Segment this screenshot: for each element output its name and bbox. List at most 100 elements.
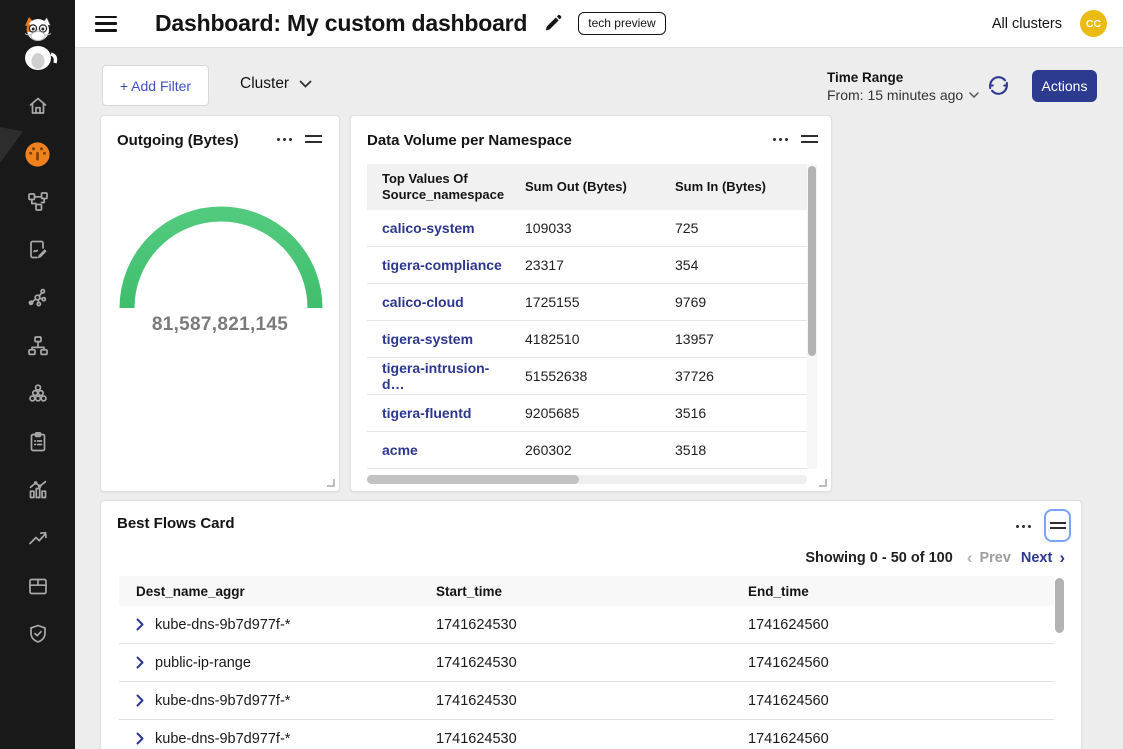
time-range-label: Time Range (827, 70, 979, 85)
end-time-value: 1741624560 (748, 682, 1054, 719)
sidebar-item-statistics[interactable] (0, 466, 75, 514)
resize-handle[interactable] (327, 479, 335, 487)
table-row: kube-dns-9b7d977f-* 1741624530 174162456… (119, 682, 1054, 720)
namespace-link[interactable]: acme (382, 442, 418, 458)
sidebar-item-dashboards[interactable] (0, 130, 75, 178)
sum-out-value: 9205685 (510, 395, 660, 431)
drag-handle-icon[interactable] (801, 135, 818, 143)
sidebar-item-reports[interactable] (0, 226, 75, 274)
outgoing-bytes-card: Outgoing (Bytes) 81,587,821,145 (100, 115, 340, 492)
sum-in-value: 3516 (660, 395, 807, 431)
sidebar-item-compliance[interactable] (0, 418, 75, 466)
vertical-scrollbar[interactable] (807, 164, 817, 469)
table-row: kube-dns-9b7d977f-* 1741624530 174162456… (119, 720, 1054, 749)
column-header: End_time (748, 576, 1054, 606)
end-time-value: 1741624560 (748, 720, 1054, 749)
sidebar (0, 0, 75, 749)
cluster-scope-selector[interactable]: All clusters (992, 16, 1062, 32)
dest-name-value: kube-dns-9b7d977f-* (155, 617, 290, 633)
namespace-link[interactable]: calico-system (382, 220, 475, 236)
table-header-row: Top Values Of Source_namespace Sum Out (… (367, 164, 807, 210)
namespace-link[interactable]: tigera-fluentd (382, 405, 471, 421)
vertical-scrollbar-thumb[interactable] (1055, 578, 1064, 633)
prev-page-button[interactable]: ‹ Prev (967, 549, 1011, 566)
column-header: Dest_name_aggr (119, 576, 436, 606)
data-volume-card: Data Volume per Namespace Top Values Of … (350, 115, 832, 492)
vertical-scrollbar[interactable] (1055, 578, 1064, 748)
namespace-link[interactable]: tigera-intrusion-d… (382, 360, 510, 392)
gauge-arc (113, 198, 329, 310)
start-time-value: 1741624530 (436, 644, 748, 681)
card-menu-button[interactable] (1014, 521, 1033, 532)
sidebar-item-service-graph[interactable] (0, 274, 75, 322)
sidebar-item-workloads[interactable] (0, 562, 75, 610)
expand-row-chevron-icon[interactable] (136, 618, 144, 631)
cluster-dropdown[interactable]: Cluster (240, 75, 312, 93)
table-row: tigera-system 4182510 13957 (367, 321, 807, 358)
sidebar-item-threat-defense[interactable] (0, 610, 75, 658)
sum-in-value: 3518 (660, 432, 807, 468)
namespace-link[interactable]: calico-cloud (382, 294, 464, 310)
sum-out-value: 51552638 (510, 358, 660, 394)
chevron-right-icon: › (1059, 549, 1065, 566)
table-row: acme 260302 3518 (367, 432, 807, 469)
horizontal-scrollbar-thumb[interactable] (367, 475, 579, 484)
actions-button[interactable]: Actions (1032, 70, 1097, 102)
expand-row-chevron-icon[interactable] (136, 732, 144, 745)
chevron-down-icon (969, 92, 979, 98)
dashboards-gauge-icon (23, 140, 52, 169)
vertical-scrollbar-thumb[interactable] (808, 166, 816, 356)
best-flows-table: Dest_name_aggr Start_time End_time kube-… (119, 576, 1054, 749)
dest-name-value: public-ip-range (155, 655, 251, 671)
table-row: tigera-intrusion-d… 51552638 37726 (367, 358, 807, 395)
sidebar-item-flow-tree[interactable] (0, 322, 75, 370)
best-flows-card: Best Flows Card Showing 0 - 50 of 100 ‹ … (100, 500, 1082, 749)
drag-handle-icon (1050, 522, 1066, 529)
card-title: Data Volume per Namespace (367, 132, 572, 149)
end-time-value: 1741624560 (748, 606, 1054, 643)
gauge-value: 81,587,821,145 (101, 314, 339, 336)
data-volume-table: Top Values Of Source_namespace Sum Out (… (367, 164, 807, 469)
card-menu-button[interactable] (771, 134, 790, 145)
next-page-button[interactable]: Next › (1021, 549, 1065, 566)
sidebar-item-clusters[interactable] (0, 370, 75, 418)
namespace-link[interactable]: tigera-compliance (382, 257, 502, 273)
card-menu-button[interactable] (275, 134, 294, 145)
card-title: Outgoing (Bytes) (117, 132, 239, 149)
column-header: Start_time (436, 576, 748, 606)
hamburger-menu-icon[interactable] (95, 16, 117, 32)
add-filter-button[interactable]: + Add Filter (102, 65, 209, 106)
dest-name-value: kube-dns-9b7d977f-* (155, 731, 290, 747)
expand-row-chevron-icon[interactable] (136, 656, 144, 669)
horizontal-scrollbar[interactable] (367, 475, 807, 484)
sum-in-value: 13957 (660, 321, 807, 357)
sidebar-item-home[interactable] (0, 82, 75, 130)
start-time-value: 1741624530 (436, 682, 748, 719)
pagination-status: Showing 0 - 50 of 100 (805, 550, 952, 566)
sidebar-nav (0, 82, 75, 658)
end-time-value: 1741624560 (748, 644, 1054, 681)
page-title: Dashboard: My custom dashboard (155, 10, 527, 37)
chevron-down-icon (299, 80, 312, 88)
sum-out-value: 109033 (510, 210, 660, 246)
sidebar-item-network-topology[interactable] (0, 178, 75, 226)
sum-out-value: 260302 (510, 432, 660, 468)
sum-in-value: 354 (660, 247, 807, 283)
table-row: calico-cloud 1725155 9769 (367, 284, 807, 321)
sidebar-item-trends[interactable] (0, 514, 75, 562)
expand-row-chevron-icon[interactable] (136, 694, 144, 707)
topbar: Dashboard: My custom dashboard tech prev… (75, 0, 1123, 48)
drag-handle-icon[interactable] (305, 135, 322, 143)
namespace-link[interactable]: tigera-system (382, 331, 473, 347)
edit-pencil-icon[interactable] (543, 14, 562, 33)
time-range-selector[interactable]: Time Range From: 15 minutes ago (827, 70, 979, 103)
dest-name-value: kube-dns-9b7d977f-* (155, 693, 290, 709)
resize-handle[interactable] (819, 479, 827, 487)
column-header: Sum Out (Bytes) (510, 164, 660, 210)
table-header-row: Dest_name_aggr Start_time End_time (119, 576, 1054, 606)
avatar[interactable]: CC (1080, 10, 1107, 37)
calico-cat-logo[interactable] (15, 12, 61, 74)
refresh-button[interactable] (986, 73, 1011, 103)
drag-handle-focused[interactable] (1044, 509, 1071, 542)
sum-in-value: 725 (660, 210, 807, 246)
